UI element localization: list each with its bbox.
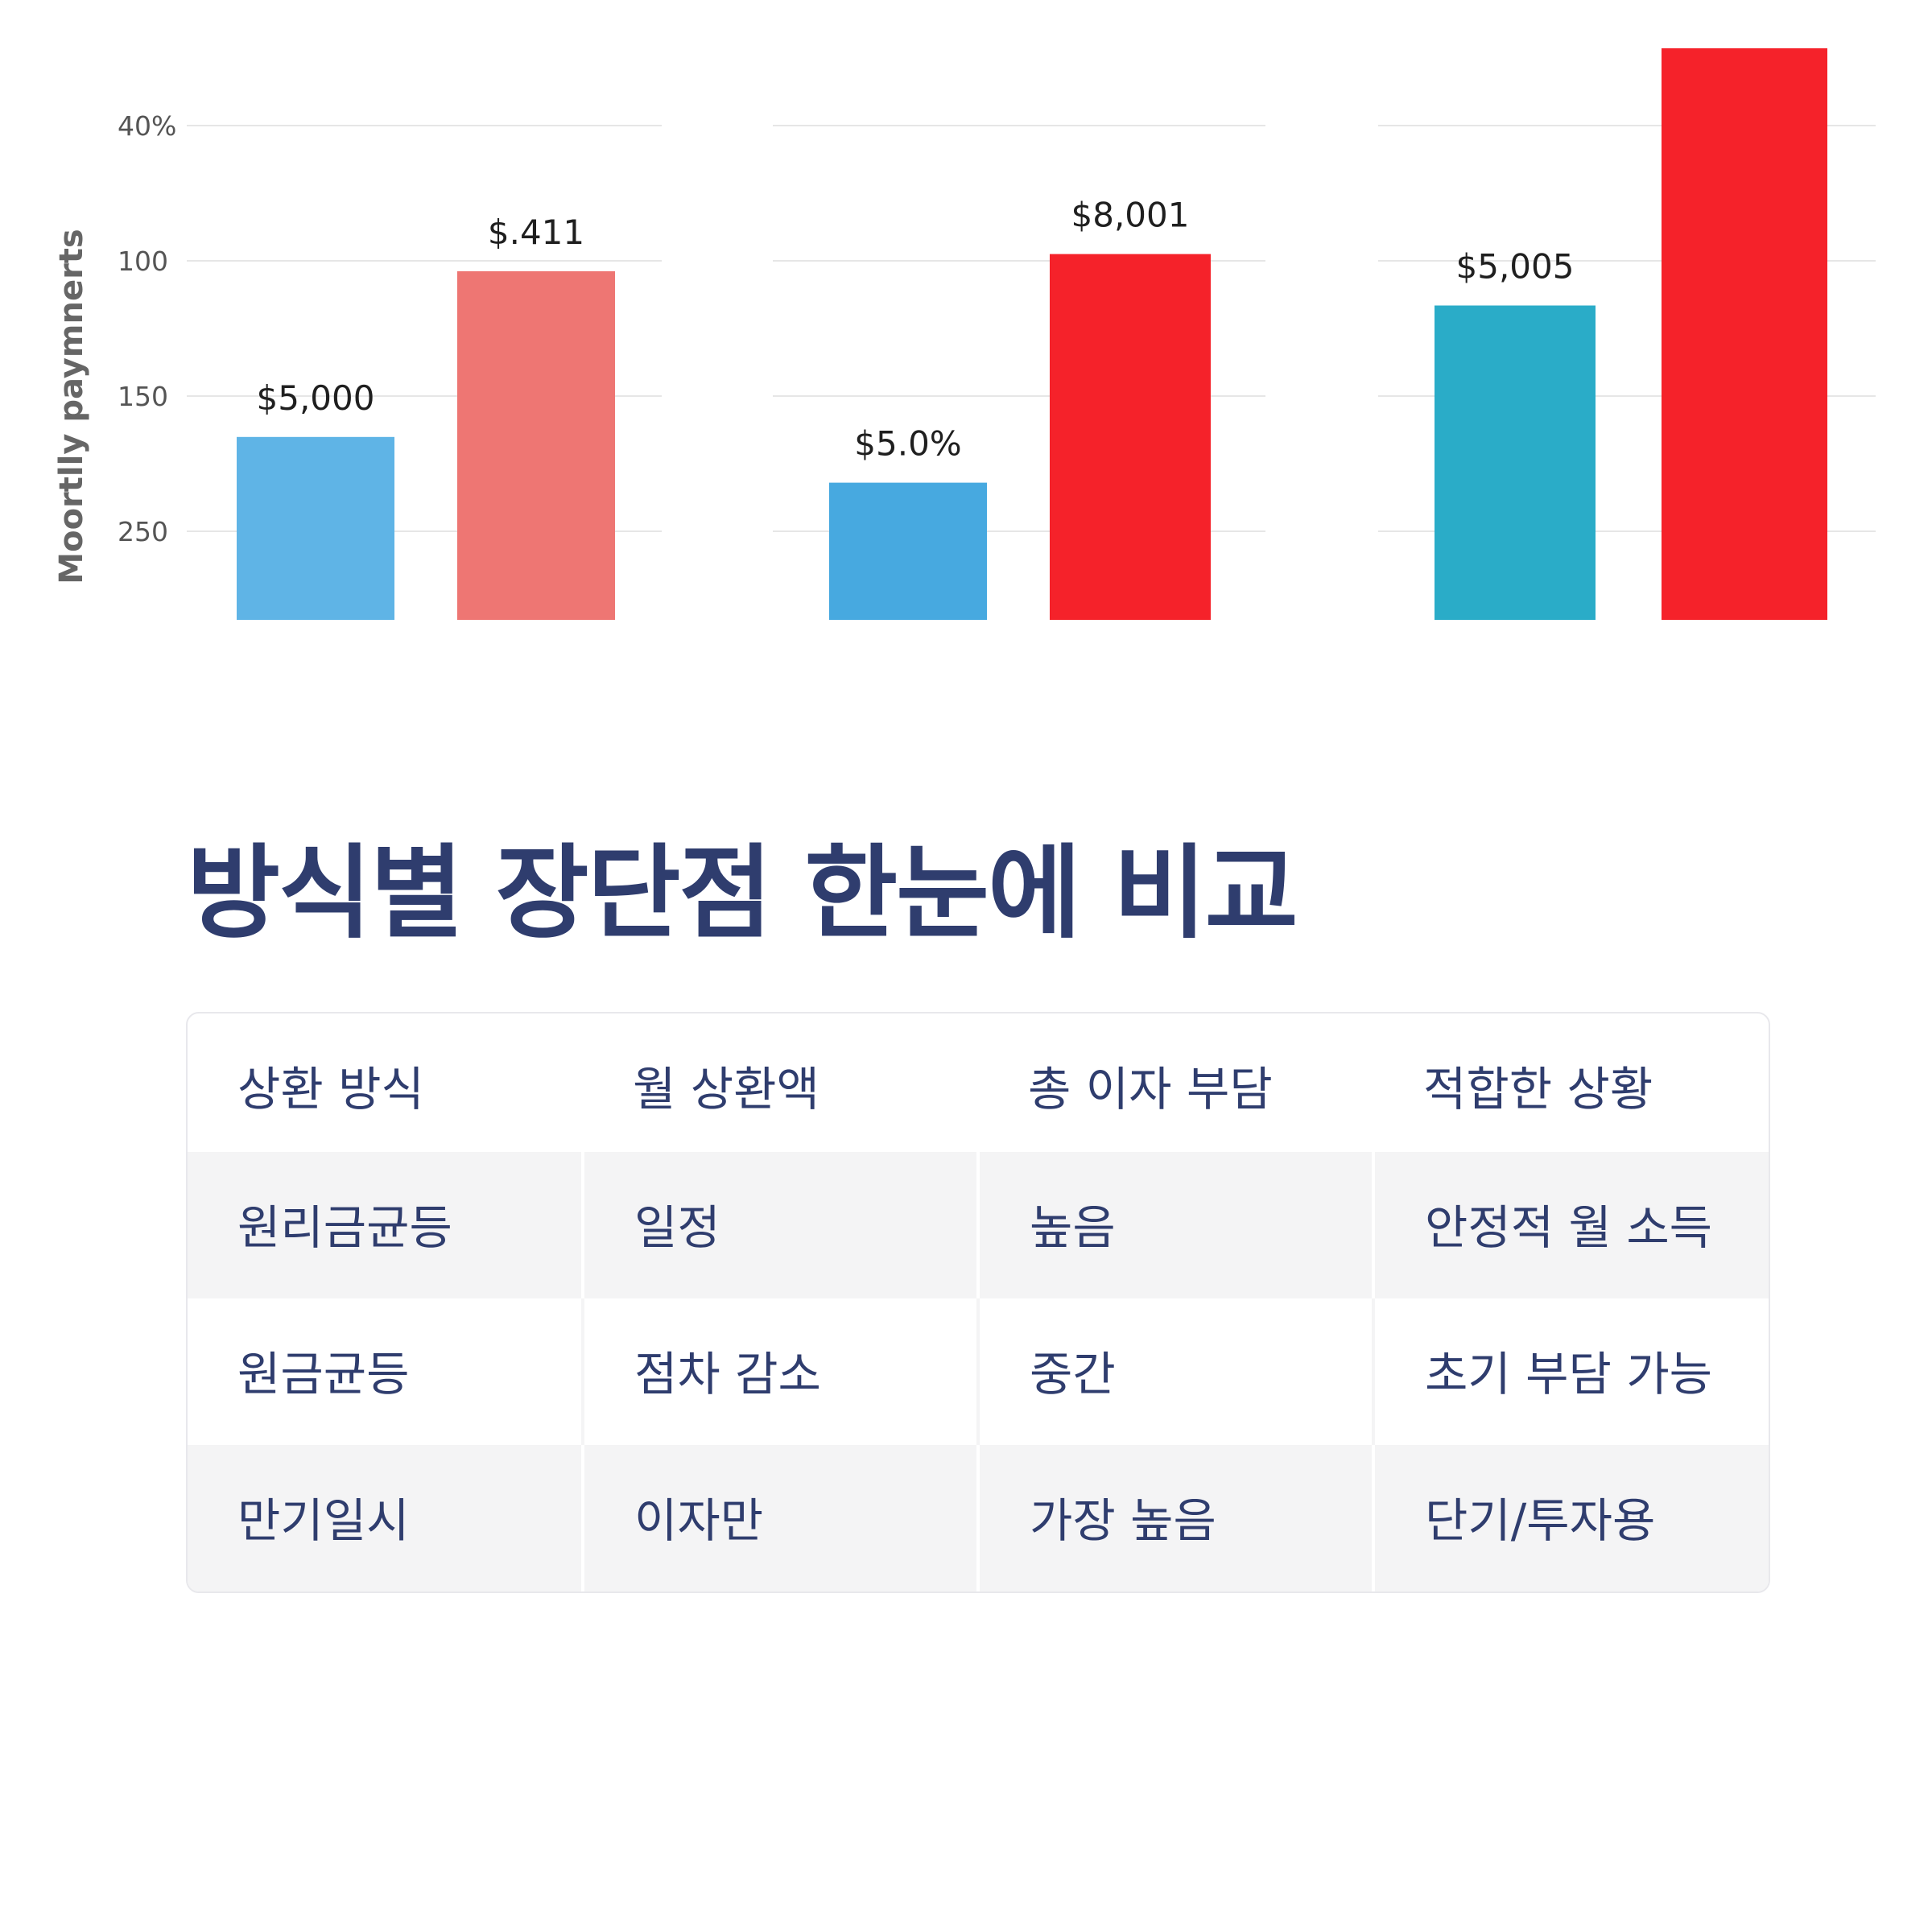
bar-value-label: $8,001 [1071, 196, 1190, 235]
column-header: 적합한 상황 [1423, 1062, 1653, 1117]
table-cell: 초기 부담 가능 [1372, 1298, 1769, 1445]
table-cell: 가장 높음 [976, 1445, 1373, 1591]
table-cell: 높음 [976, 1152, 1373, 1298]
y-tick-label: 250 [118, 516, 168, 547]
y-axis-ticks: 40% 100 150 250 [118, 110, 176, 547]
table-cell: 중간 [976, 1298, 1373, 1445]
table-cell: 원금균등 [188, 1298, 583, 1445]
chart-bar [1050, 254, 1211, 620]
table-cell: 점차 감소 [581, 1298, 978, 1445]
column-header: 월 상환액 [633, 1062, 819, 1117]
table-row: 원금균등 점차 감소 중간 초기 부담 가능 [188, 1298, 1769, 1445]
table-header-row: 상환 방식 월 상환액 총 이자 부담 적합한 상황 [188, 1013, 1769, 1152]
chart-bar [829, 482, 987, 620]
comparison-table: 상환 방식 월 상환액 총 이자 부담 적합한 상황 원리금균등 일정 높음 안… [186, 1012, 1770, 1593]
bar-value-label: $.411 [488, 213, 584, 252]
chart-bar [237, 436, 394, 620]
column-header: 총 이자 부담 [1028, 1062, 1273, 1117]
y-axis-title: Moortlly paymnerts [53, 229, 90, 584]
bar-value-label: $5,000 [257, 378, 375, 418]
chart-bar [1435, 305, 1596, 620]
table-row: 원리금균등 일정 높음 안정적 월 소득 [188, 1152, 1769, 1298]
section-heading: 방식별 장단점 한눈에 비교 [187, 834, 1298, 952]
chart-bar [457, 270, 615, 620]
bar-value-label: $5,005 [1456, 247, 1575, 287]
y-tick-label: 100 [118, 246, 168, 277]
comparison-table-grid: 상환 방식 월 상환액 총 이자 부담 적합한 상황 원리금균등 일정 높음 안… [188, 1013, 1769, 1591]
chart-image: 40% 100 150 250 $5,000 $.411 $5.0% $8,001 $5,00… [0, 0, 1932, 644]
y-tick-label: 150 [118, 381, 168, 412]
table-cell: 이자만 [581, 1445, 978, 1591]
bar-value-label: $5.0% [854, 424, 961, 464]
chart-value-labels: $5,000 $.411 $5.0% $8,001 $5,005 [257, 196, 1575, 464]
chart-bars [237, 48, 1827, 620]
table-row: 만기일시 이자만 가장 높음 단기/투자용 [188, 1445, 1769, 1591]
table-cell: 원리금균등 [188, 1152, 583, 1298]
chart-bar [1662, 48, 1827, 620]
column-header: 상환 방식 [237, 1062, 424, 1117]
table-cell: 일정 [581, 1152, 978, 1298]
y-tick-label: 40% [118, 110, 176, 142]
table-cell: 안정적 월 소득 [1372, 1152, 1769, 1298]
table-cell: 단기/투자용 [1372, 1445, 1769, 1591]
chart-gridlines [187, 125, 1876, 532]
table-cell: 만기일시 [188, 1445, 583, 1591]
